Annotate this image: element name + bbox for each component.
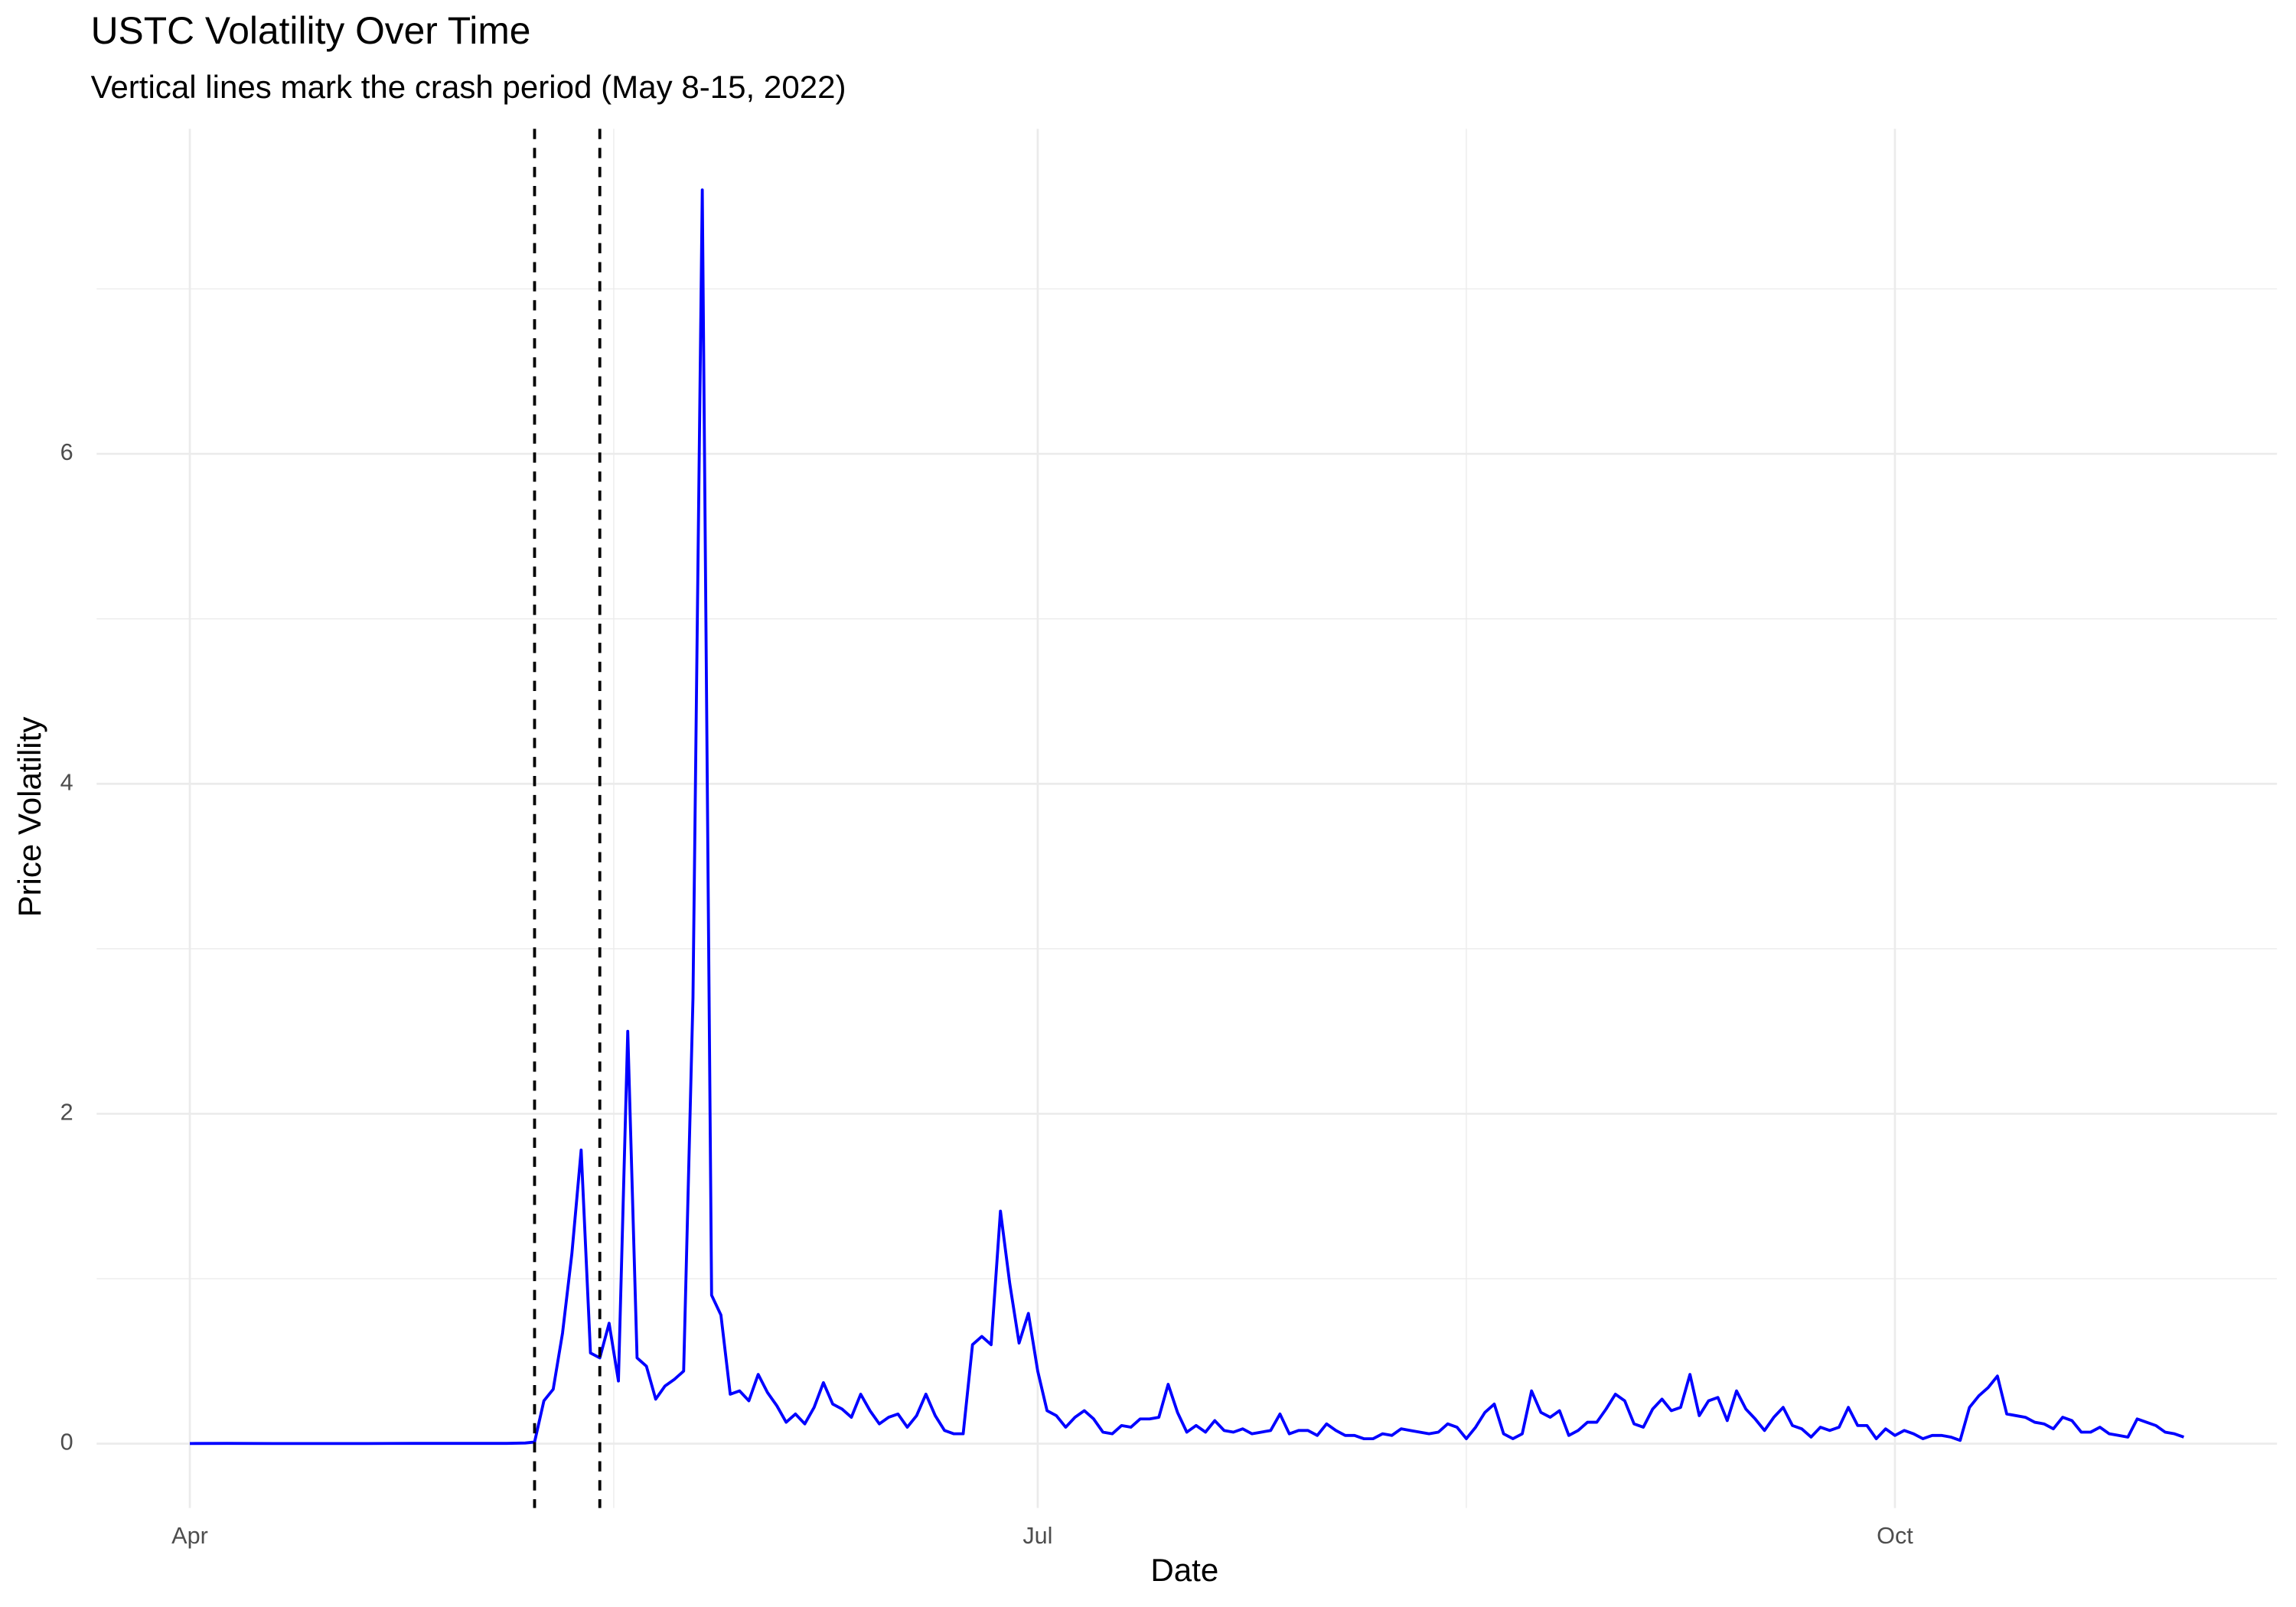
chart-subtitle: Vertical lines mark the crash period (Ma…: [91, 69, 846, 105]
y-tick-label: 4: [60, 769, 73, 795]
x-tick-label: Jul: [1022, 1523, 1052, 1549]
y-tick-label: 0: [60, 1429, 73, 1455]
marks: [190, 129, 2185, 1508]
y-tick-label: 6: [60, 439, 73, 465]
chart-title: USTC Volatility Over Time: [91, 9, 531, 52]
volatility-line: [190, 188, 2185, 1446]
x-tick-label: Apr: [171, 1523, 208, 1549]
y-axis-title: Price Volatility: [11, 717, 47, 918]
y-tick-label: 2: [60, 1100, 73, 1126]
grid: [96, 129, 2278, 1508]
x-tick-label: Oct: [1877, 1523, 1913, 1549]
x-axis-title: Date: [1150, 1552, 1218, 1588]
